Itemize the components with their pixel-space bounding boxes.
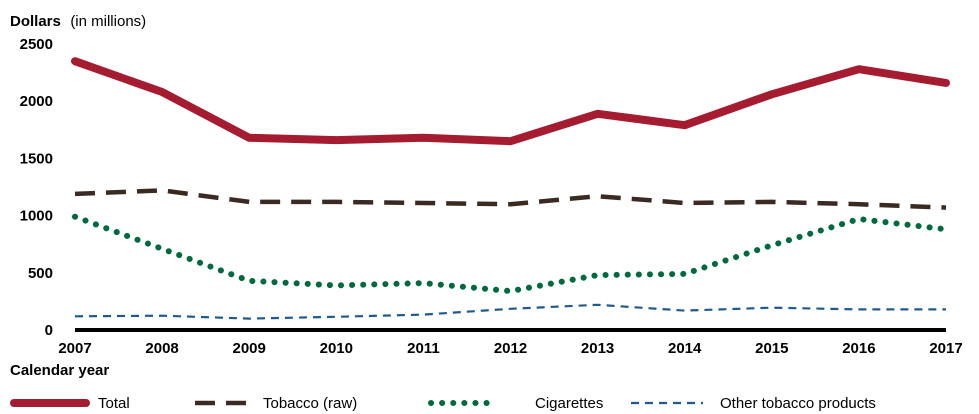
series-line-3 xyxy=(74,303,946,320)
series-layer xyxy=(71,57,950,320)
y-axis-label-main: Dollars xyxy=(10,13,61,30)
x-tick-label: 2014 xyxy=(668,340,702,357)
series-line-2 xyxy=(72,213,949,295)
x-tick-label: 2009 xyxy=(233,340,266,357)
y-tick-label: 2500 xyxy=(20,36,53,53)
x-tick-label: 2013 xyxy=(581,340,614,357)
series-line-0 xyxy=(71,57,950,146)
x-tick-label: 2008 xyxy=(145,340,178,357)
y-tick-label: 1000 xyxy=(20,208,53,225)
x-axis-label: Calendar year xyxy=(10,362,109,379)
legend-label-3: Other tobacco products xyxy=(720,395,876,412)
y-tick-label: 500 xyxy=(28,265,53,282)
legend: Total Tobacco (raw) Cigarettes Other tobacc… xyxy=(10,395,876,412)
legend-label-1: Tobacco (raw) xyxy=(263,395,357,412)
y-tick-label: 2000 xyxy=(20,93,53,110)
y-axis-label: Dollars (in millions) xyxy=(10,13,146,30)
y-tick-label: 1500 xyxy=(20,150,53,167)
y-axis-ticks: 0 500 1000 1500 2000 2500 xyxy=(20,36,53,339)
x-tick-label: 2007 xyxy=(58,340,91,357)
x-tick-label: 2011 xyxy=(407,340,440,357)
y-axis-label-unit: (in millions) xyxy=(70,13,146,30)
x-tick-label: 2015 xyxy=(755,340,788,357)
x-tick-label: 2017 xyxy=(929,340,962,357)
legend-label-2: Cigarettes xyxy=(535,395,603,412)
x-axis-ticks: 2007 2008 2009 2010 2011 2012 2013 2014 2015 2016… xyxy=(58,340,962,357)
x-tick-label: 2016 xyxy=(842,340,875,357)
legend-label-0: Total xyxy=(98,395,130,412)
x-tick-label: 2012 xyxy=(494,340,527,357)
y-tick-label: 0 xyxy=(45,322,53,339)
x-tick-label: 2010 xyxy=(320,340,353,357)
series-line-1 xyxy=(74,188,947,210)
